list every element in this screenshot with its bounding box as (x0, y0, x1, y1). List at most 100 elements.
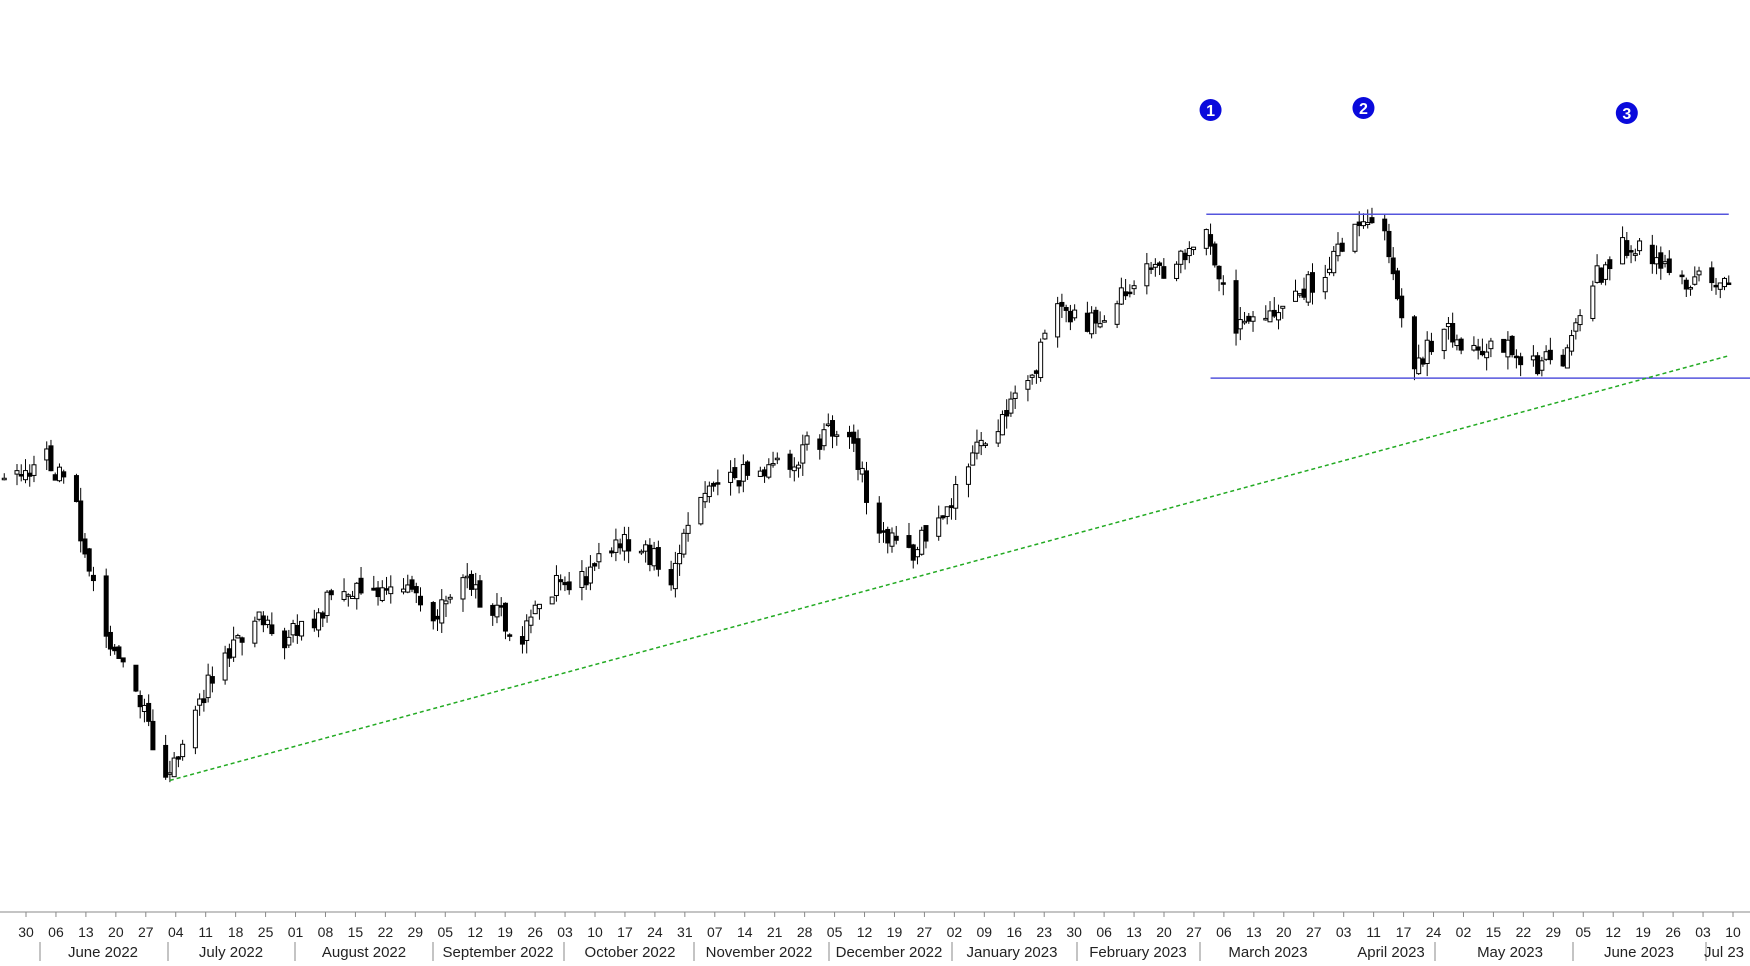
candle-body (706, 485, 712, 498)
candle-body (982, 443, 988, 446)
candle-body (1620, 237, 1626, 265)
candle-body (647, 544, 653, 566)
x-tick-label: 24 (647, 924, 663, 940)
candle-body (388, 586, 394, 595)
candle-body (90, 574, 96, 582)
candle-body (1208, 234, 1214, 247)
candle-body (1603, 264, 1609, 280)
marker-3-label: 3 (1622, 106, 1631, 123)
x-tick-label: 28 (797, 924, 813, 940)
candle-body (974, 441, 980, 454)
candle-body (1424, 339, 1430, 364)
candle-body (107, 631, 113, 650)
candle-body (1569, 335, 1575, 352)
candle-body (1220, 282, 1226, 285)
candle-body (685, 524, 691, 534)
candle-body (1, 477, 7, 481)
candle-body (1683, 279, 1689, 290)
candle-body (464, 575, 470, 579)
candle-body (766, 464, 772, 478)
x-tick-label: 03 (1695, 924, 1711, 940)
candle-body (677, 552, 683, 565)
x-tick-label: 12 (1605, 924, 1621, 940)
candle-body (354, 582, 360, 600)
x-tick-label: 19 (887, 924, 903, 940)
candle-body (350, 595, 356, 600)
candle-body (1089, 312, 1095, 335)
x-tick-label: 19 (1635, 924, 1651, 940)
marker-3-circle (1615, 102, 1638, 124)
x-tick-label: 30 (18, 924, 34, 940)
candle-body (936, 517, 942, 537)
candle-body (1535, 355, 1541, 375)
candle-body (498, 605, 504, 608)
candle-body (256, 611, 262, 620)
candle-body (1632, 253, 1638, 256)
month-label: October 2022 (585, 944, 676, 961)
candle-body (282, 630, 288, 649)
candle-body (668, 569, 674, 586)
x-tick-label: 11 (198, 924, 213, 940)
candle-body (944, 506, 950, 517)
candle-body (923, 525, 929, 542)
candle-body (1458, 338, 1464, 351)
month-label: December 2022 (836, 944, 943, 961)
candle-body (116, 646, 122, 659)
candle-body (940, 515, 946, 519)
candle-body (851, 431, 857, 444)
x-tick-label: 14 (737, 924, 753, 940)
candle-body (44, 448, 50, 461)
x-tick-label: 15 (1486, 924, 1502, 940)
candle-body (579, 570, 585, 588)
candle-body (345, 594, 351, 597)
candle-body (252, 620, 258, 644)
candle-body (711, 482, 717, 487)
candle-body (1394, 270, 1400, 300)
candle-body (439, 599, 445, 624)
candle-body (791, 466, 797, 472)
candle-body (1624, 240, 1630, 256)
candle-body (502, 602, 508, 632)
x-tick-label: 10 (1725, 924, 1741, 940)
candle-body (817, 438, 823, 450)
candle-body (1513, 355, 1519, 359)
candle-body (120, 657, 126, 663)
candle-body (73, 475, 79, 503)
candle-body (613, 539, 619, 553)
candle-body (18, 474, 24, 477)
candle-body (592, 563, 598, 567)
x-tick-label: 13 (1126, 924, 1142, 940)
candle-body (299, 620, 305, 637)
candle-body (1276, 312, 1282, 321)
candle-body (328, 590, 334, 596)
candle-body (821, 429, 827, 447)
candle-body (133, 664, 139, 692)
candle-body (914, 549, 920, 558)
candle-body (774, 457, 780, 461)
candle-body (1178, 250, 1184, 265)
candle-body (86, 548, 92, 572)
x-tick-label: 23 (1036, 924, 1052, 940)
candle-body (536, 603, 542, 610)
candle-body (1564, 347, 1570, 369)
candle-body (477, 580, 483, 608)
candle-body (48, 445, 54, 472)
x-tick-label: 05 (437, 924, 453, 940)
month-label: June 2023 (1604, 944, 1674, 961)
candle-body (740, 464, 746, 482)
candle-body (885, 528, 891, 544)
candle-body (672, 562, 678, 590)
candle-body (1301, 288, 1307, 298)
candle-body (112, 646, 118, 652)
candle-body (1305, 274, 1311, 303)
candle-body (1114, 303, 1120, 325)
candle-body (379, 587, 385, 601)
candle-body (1280, 305, 1286, 309)
candle-body (1547, 349, 1553, 361)
candle-body (847, 431, 853, 438)
candle-body (1501, 338, 1507, 353)
candle-body (290, 622, 296, 636)
candle-body (621, 534, 627, 552)
candle-body (1127, 291, 1133, 295)
x-tick-label: 31 (677, 924, 693, 940)
